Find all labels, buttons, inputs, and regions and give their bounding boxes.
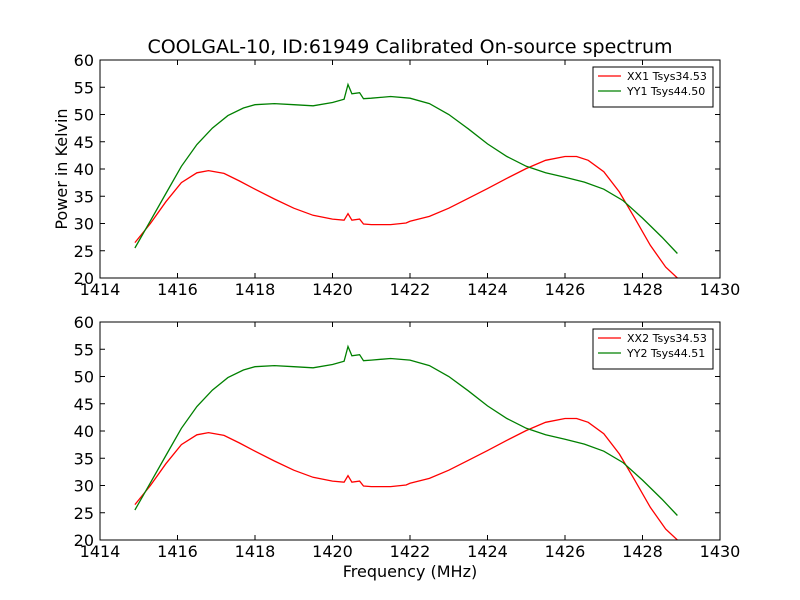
bottom-y-tick-label-4: 40: [74, 422, 94, 441]
bottom-y-tick-label-0: 20: [74, 531, 94, 550]
top-x-tick-label-7: 1428: [622, 280, 663, 299]
figure-title: COOLGAL-10, ID:61949 Calibrated On-sourc…: [147, 36, 672, 58]
bottom-y-tick-label-6: 50: [74, 368, 94, 387]
top-x-tick-label-8: 1430: [700, 280, 741, 299]
bottom-legend-box: [592, 328, 714, 370]
bottom-panel: 1414 1416 1418 1420 1422 1424 1426 1428 1430 20 25…: [74, 313, 741, 581]
bottom-y-tick-label-8: 60: [74, 313, 94, 332]
top-y-tick-label-4: 40: [74, 160, 94, 179]
top-legend-label-1: YY1 Tsys44.50: [626, 85, 705, 98]
bottom-x-tick-label-6: 1426: [545, 542, 586, 561]
bottom-x-tick-label-8: 1430: [700, 542, 741, 561]
top-legend: XX1 Tsys34.53 YY1 Tsys44.50: [592, 66, 714, 108]
bottom-series-line-1: [134, 344, 678, 516]
bottom-y-tick-label-1: 25: [74, 504, 94, 523]
bottom-x-axis-label: Frequency (MHz): [343, 562, 477, 581]
top-y-axis-label: Power in Kelvin: [52, 108, 71, 229]
top-y-tick-label-8: 60: [74, 51, 94, 70]
top-panel: 1414 1416 1418 1420 1422 1424 1426 1428 1430 20 25…: [52, 51, 740, 299]
bottom-x-tick-label-4: 1422: [390, 542, 431, 561]
top-x-tick-label-0: 1414: [80, 280, 121, 299]
top-y-tick-label-2: 30: [74, 215, 94, 234]
bottom-legend-label-0: XX2 Tsys34.53: [627, 332, 707, 345]
top-series-line-0: [134, 155, 678, 278]
top-y-tick-label-3: 35: [74, 187, 94, 206]
top-legend-box: [592, 66, 714, 108]
top-x-tick-label-2: 1418: [235, 280, 276, 299]
bottom-x-tick-label-3: 1420: [312, 542, 353, 561]
bottom-x-tick-label-7: 1428: [622, 542, 663, 561]
bottom-y-tick-label-3: 35: [74, 449, 94, 468]
top-series-line-1: [134, 82, 678, 254]
bottom-x-tick-label-5: 1424: [467, 542, 508, 561]
top-y-tick-label-7: 55: [74, 78, 94, 97]
bottom-x-tick-label-2: 1418: [235, 542, 276, 561]
top-x-tick-label-4: 1422: [390, 280, 431, 299]
top-y-tick-label-5: 45: [74, 133, 94, 152]
bottom-x-tick-label-1: 1416: [157, 542, 198, 561]
top-y-tick-label-1: 25: [74, 242, 94, 261]
top-y-tick-label-6: 50: [74, 106, 94, 125]
bottom-y-tick-label-7: 55: [74, 340, 94, 359]
top-x-tick-label-5: 1424: [467, 280, 508, 299]
bottom-legend-label-1: YY2 Tsys44.51: [626, 347, 705, 360]
bottom-y-tick-label-2: 30: [74, 477, 94, 496]
top-legend-label-0: XX1 Tsys34.53: [627, 70, 707, 83]
bottom-series-line-0: [134, 417, 678, 540]
top-x-tick-label-3: 1420: [312, 280, 353, 299]
bottom-legend: XX2 Tsys34.53 YY2 Tsys44.51: [592, 328, 714, 370]
bottom-x-tick-label-0: 1414: [80, 542, 121, 561]
bottom-y-tick-label-5: 45: [74, 395, 94, 414]
top-x-tick-label-1: 1416: [157, 280, 198, 299]
top-x-tick-label-6: 1426: [545, 280, 586, 299]
top-y-tick-label-0: 20: [74, 269, 94, 288]
